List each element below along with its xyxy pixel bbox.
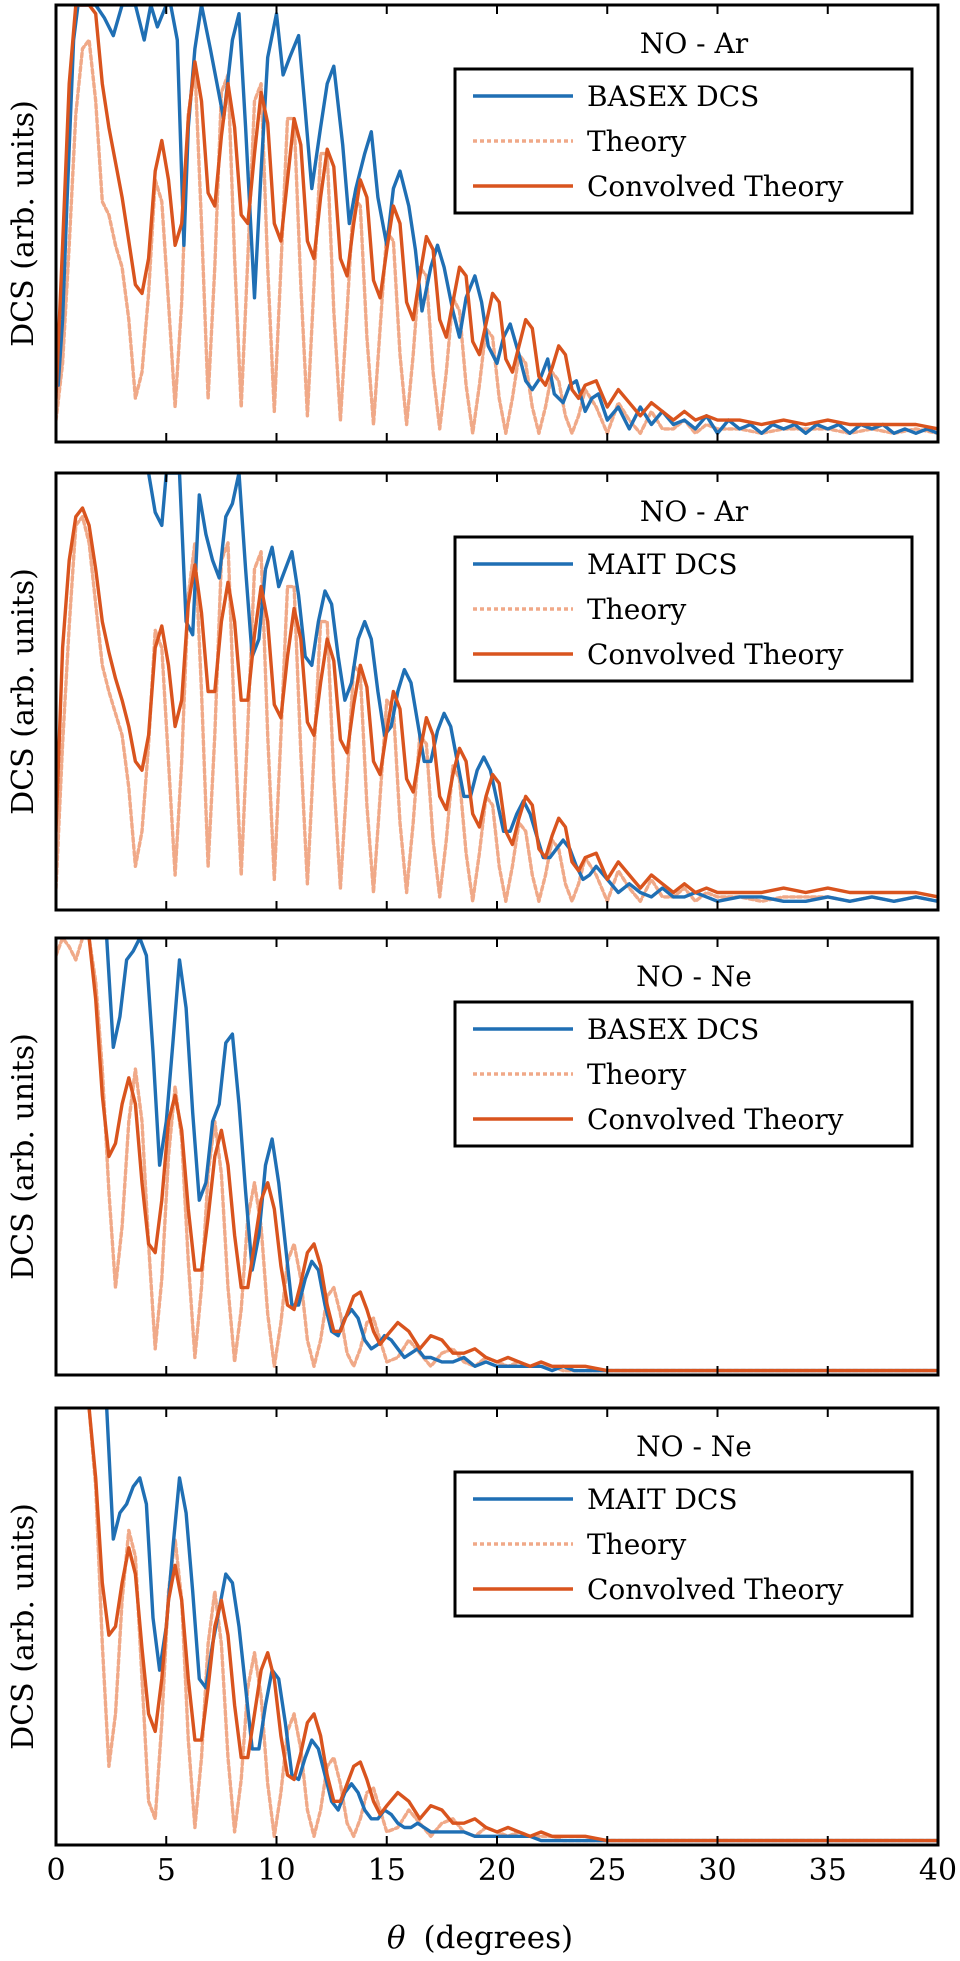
legend: BASEX DCS Theory Convolved Theory	[453, 67, 914, 215]
legend-label: Theory	[587, 593, 687, 626]
legend-label: Convolved Theory	[587, 1573, 844, 1606]
legend-label: MAIT DCS	[587, 1483, 738, 1516]
legend: MAIT DCS Theory Convolved Theory	[453, 1470, 914, 1618]
chart-panel-3: DCS (arb. units) NO - Ne BASEX DCS Theory Co…	[6, 936, 940, 1377]
legend-label: Convolved Theory	[587, 170, 844, 203]
x-tick-label: 30	[698, 1853, 736, 1888]
series-line-convolved-theory	[87, 938, 938, 1373]
series-line-convolved-theory	[56, 506, 938, 899]
plot-area	[56, 938, 938, 1373]
x-tick-label: 35	[809, 1853, 847, 1888]
legend: MAIT DCS Theory Convolved Theory	[453, 535, 914, 683]
x-tick-label: 25	[588, 1853, 626, 1888]
x-axis-label: θ (degrees)	[387, 1920, 573, 1956]
legend-label: BASEX DCS	[587, 1013, 759, 1046]
x-tick-label: 20	[478, 1853, 516, 1888]
chart-panel-1: DCS (arb. units) NO - Ar BASEX DCS Theory Co…	[6, 3, 940, 444]
series-line-mait-dcs	[146, 473, 938, 903]
plot-area	[56, 473, 938, 903]
legend-label: Theory	[587, 125, 687, 158]
legend-box	[453, 1000, 914, 1148]
y-axis-label: DCS (arb. units)	[6, 100, 41, 347]
x-tick-label: 15	[368, 1853, 406, 1888]
series-line-theory	[56, 38, 938, 435]
series-line-basex-dcs	[56, 5, 938, 435]
y-axis-label: DCS (arb. units)	[6, 1033, 41, 1280]
x-axis-unit: (degrees)	[423, 1920, 573, 1956]
chart-panel-4: 0 5 10 15 20 25 30 35 40 DCS (arb. units) NO - Ne M…	[6, 1406, 957, 1888]
y-axis-label: DCS (arb. units)	[6, 568, 41, 815]
plot-area	[56, 5, 938, 435]
panel-annotation: NO - Ar	[640, 27, 749, 60]
series-line-convolved-theory	[56, 5, 938, 431]
panel-annotation: NO - Ne	[636, 1430, 752, 1463]
legend: BASEX DCS Theory Convolved Theory	[453, 1000, 914, 1148]
legend-label: Convolved Theory	[587, 638, 844, 671]
legend-label: MAIT DCS	[587, 548, 738, 581]
plot-area	[87, 1408, 938, 1843]
y-axis-label: DCS (arb. units)	[6, 1503, 41, 1750]
legend-label: Theory	[587, 1528, 687, 1561]
legend-label: Convolved Theory	[587, 1103, 844, 1136]
chart-panel-2: DCS (arb. units) NO - Ar MAIT DCS Theory Con…	[6, 471, 940, 912]
x-tick-label: 10	[257, 1853, 295, 1888]
x-axis-symbol: θ	[387, 1920, 406, 1956]
legend-label: Theory	[587, 1058, 687, 1091]
series-line-convolved-theory	[87, 1408, 938, 1843]
x-tick-label: 40	[919, 1853, 957, 1888]
x-tick-label: 5	[157, 1853, 176, 1888]
panel-annotation: NO - Ne	[636, 960, 752, 993]
panel-annotation: NO - Ar	[640, 495, 749, 528]
svg-text:θ (degrees): θ (degrees)	[387, 1920, 573, 1956]
x-tick-label: 0	[46, 1853, 65, 1888]
legend-label: BASEX DCS	[587, 80, 759, 113]
